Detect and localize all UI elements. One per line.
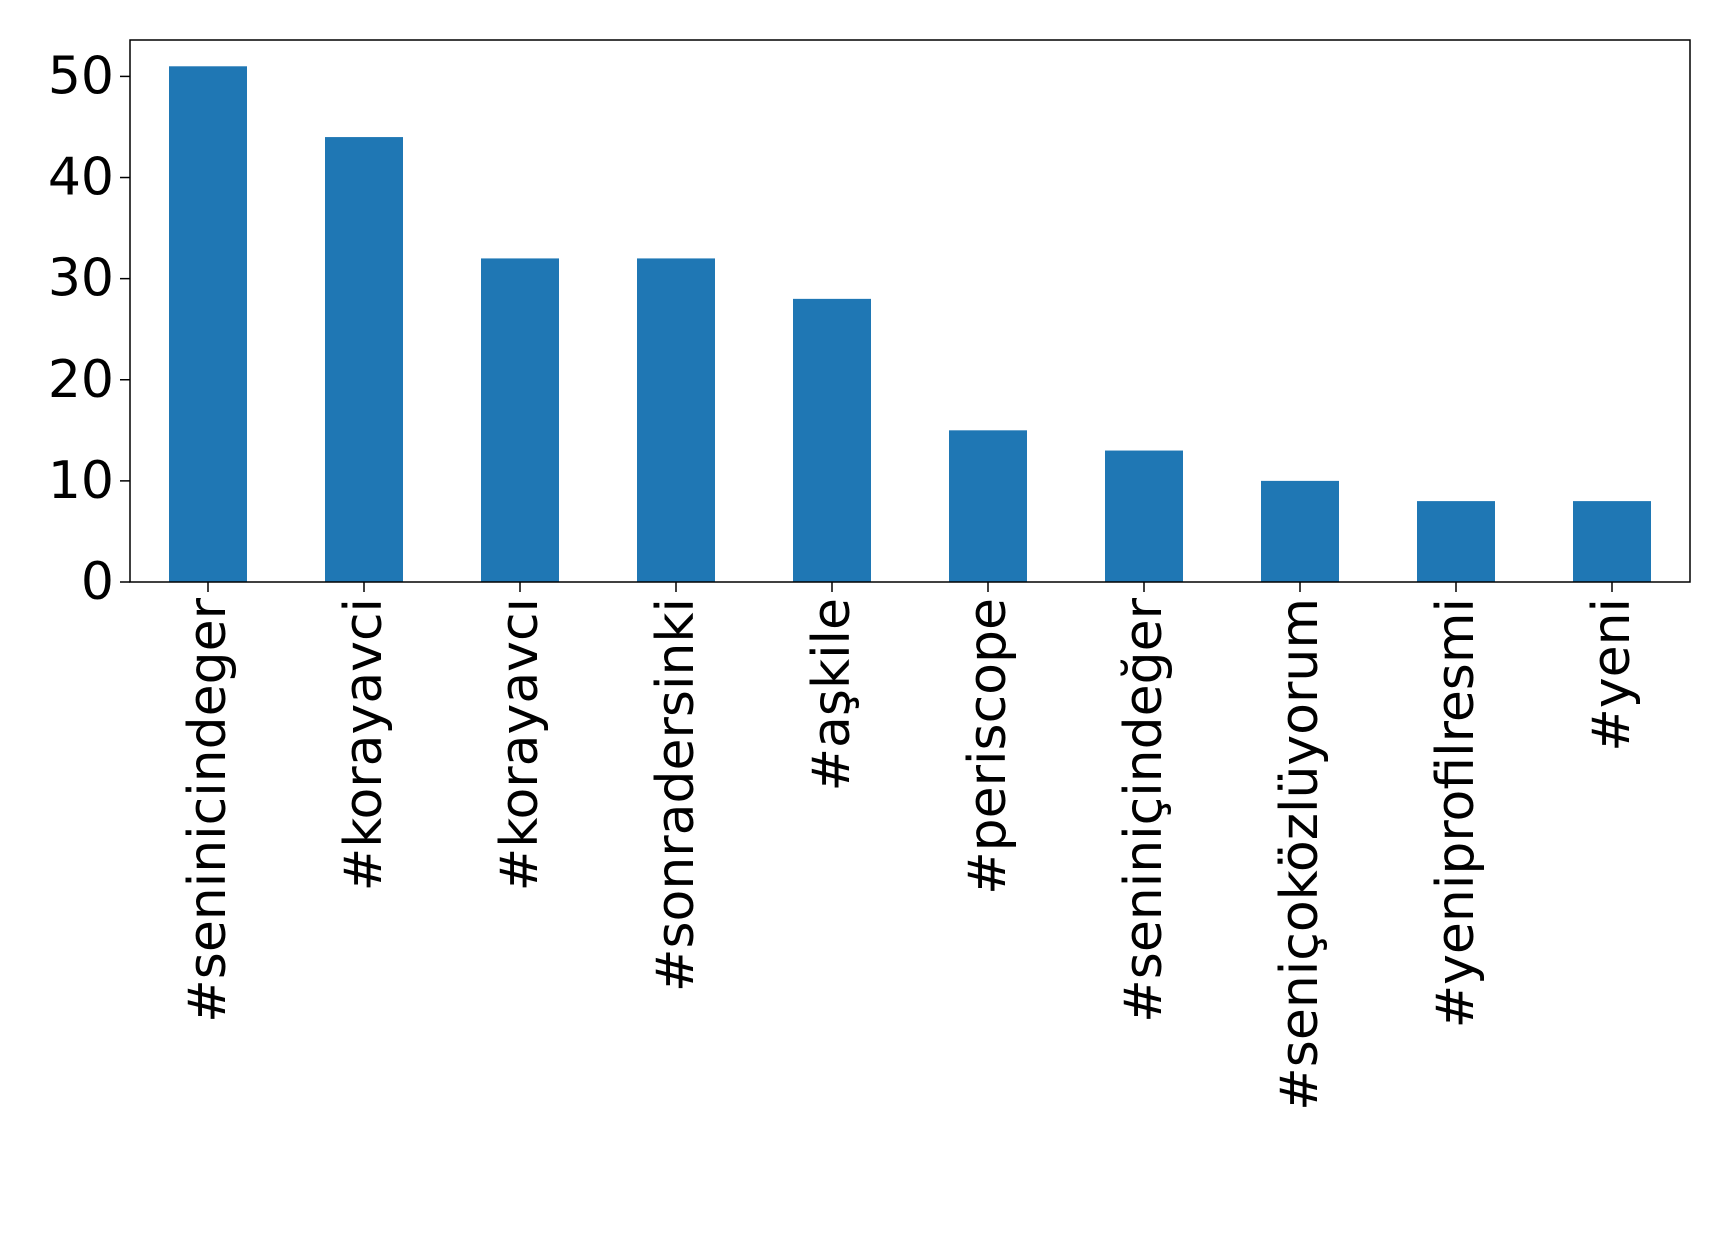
bar-5 [949, 430, 1027, 582]
bar-6 [1105, 450, 1183, 582]
bar-1 [325, 137, 403, 582]
y-tick-label: 10 [48, 451, 114, 511]
y-tick-label: 30 [48, 249, 114, 309]
bar-0 [169, 66, 247, 583]
x-tick-label: #periscope [958, 598, 1018, 895]
x-tick-label: #yeni [1582, 598, 1642, 752]
x-tick-label: #seniniçindeğer [1114, 597, 1174, 1022]
bar-2 [481, 258, 559, 582]
y-tick-label: 50 [48, 46, 114, 106]
bar-3 [637, 258, 715, 582]
x-tick-label: #korayavcı [490, 598, 550, 891]
x-tick-label: #seninicindeger [178, 597, 238, 1022]
y-tick-label: 20 [48, 350, 114, 410]
bar-8 [1417, 501, 1495, 582]
x-tick-label: #aşkile [802, 598, 862, 792]
plot-frame [129, 39, 1691, 583]
bar-4 [793, 298, 871, 582]
y-tick-label: 40 [48, 148, 114, 208]
bar-7 [1261, 480, 1339, 582]
x-tick-label: #korayavci [334, 598, 394, 891]
y-tick-label: 0 [81, 552, 114, 612]
bars-group [169, 66, 1651, 583]
bar-9 [1573, 501, 1651, 582]
y-axis-ticks: 0 10 20 30 40 50 [48, 46, 130, 612]
x-axis-ticks: #seninicindeger #korayavci #korayavcı #sonr… [178, 582, 1642, 1111]
x-tick-label: #yeniprofilresmi [1426, 598, 1486, 1028]
x-tick-label: #sonradersinki [646, 598, 706, 992]
x-tick-label: #seniçoközlüyorum [1270, 598, 1330, 1111]
